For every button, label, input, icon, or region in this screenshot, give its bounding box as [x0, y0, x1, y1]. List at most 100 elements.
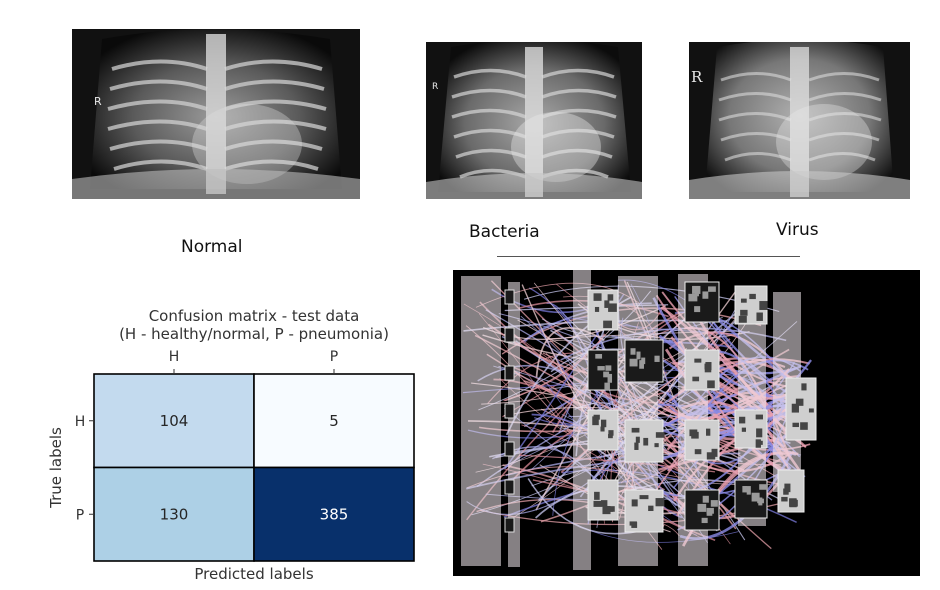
network-feature-pixel: [791, 403, 799, 413]
confusion-matrix-title-block: Confusion matrix - test data (H - health…: [94, 307, 414, 343]
xray-bacteria-image: R: [426, 42, 642, 199]
network-feature-pixel: [600, 419, 607, 428]
network-input-node: [504, 441, 515, 457]
network-feature-pixel: [608, 303, 617, 312]
network-feature-pixel: [808, 408, 814, 413]
network-feature-pixel: [739, 416, 746, 424]
network-feature-pixel: [634, 442, 639, 450]
network-feature-pixel: [756, 312, 763, 321]
network-feature-pixel: [694, 358, 702, 363]
network-feature-pixel: [740, 309, 748, 316]
network-feature-pixel: [688, 293, 698, 302]
network-feature-pixel: [694, 306, 701, 313]
xray-marker-r: R: [691, 68, 703, 86]
caption-divider-line: [497, 256, 800, 257]
network-feature-pixel: [740, 298, 747, 303]
network-layer-slab: [573, 270, 591, 570]
network-feature-pixel: [795, 398, 804, 406]
network-connection: [535, 326, 605, 378]
caption-bacteria: Bacteria: [469, 222, 540, 242]
network-feature-pixel: [630, 348, 636, 355]
xray-marker-r: R: [94, 95, 102, 108]
network-feature-pixel: [759, 484, 768, 490]
cell-value-label: 5: [329, 412, 339, 430]
caption-virus: Virus: [776, 220, 819, 240]
neural-network-visualization: [453, 270, 920, 576]
xray-normal-image: R: [72, 29, 360, 199]
network-feature-pixel: [755, 439, 761, 448]
network-feature-pixel: [603, 320, 612, 329]
network-feature-pixel: [635, 436, 640, 443]
network-feature-pixel: [594, 491, 600, 500]
heatmap-cell: [253, 373, 415, 469]
confusion-matrix-svg: 104 5 130 385 H P H P Predicted labels True label…: [47, 349, 415, 583]
y-axis-label: True labels: [47, 427, 65, 509]
network-feature-pixel: [702, 291, 709, 299]
network-feature-pixel: [654, 355, 660, 362]
network-input-node: [504, 403, 515, 419]
network-feature-pixel: [756, 428, 763, 438]
network-feature-pixel: [801, 383, 807, 391]
heatmap-cell: [253, 466, 415, 562]
network-feature-pixel: [608, 430, 614, 436]
network-feature-pixel: [706, 452, 716, 460]
network-feature-pixel: [605, 365, 612, 371]
network-feature-pixel: [631, 427, 640, 433]
y-tick-label: H: [75, 414, 86, 430]
caption-normal: Normal: [181, 237, 243, 257]
network-feature-pixel: [594, 306, 600, 312]
cell-value-label: 104: [160, 412, 189, 430]
neural-network-svg: [461, 270, 817, 570]
network-feature-pixel: [746, 486, 751, 495]
network-feature-pixel: [631, 499, 638, 507]
network-feature-pixel: [759, 301, 768, 310]
network-feature-pixel: [741, 427, 747, 432]
network-feature-pixel: [603, 371, 610, 378]
network-feature-pixel: [639, 495, 649, 500]
network-feature-pixel: [692, 376, 700, 382]
network-connection: [531, 451, 688, 487]
network-feature-pixel: [755, 414, 763, 420]
network-feature-pixel: [789, 498, 797, 508]
network-input-node: [504, 327, 515, 343]
x-tick-label: P: [330, 349, 338, 365]
network-feature-pixel: [592, 416, 599, 426]
network-feature-pixel: [605, 507, 613, 512]
network-layer-slab: [461, 276, 501, 566]
xray-marker-r: R: [432, 82, 439, 92]
network-feature-pixel: [757, 498, 764, 504]
network-feature-pixel: [784, 483, 791, 493]
cell-value-label: 130: [160, 505, 189, 523]
network-feature-pixel: [604, 382, 610, 390]
network-input-node: [504, 517, 515, 533]
network-feature-pixel: [600, 500, 608, 507]
network-input-node: [504, 289, 515, 305]
network-feature-pixel: [707, 380, 715, 389]
network-feature-pixel: [705, 362, 712, 371]
network-feature-pixel: [694, 449, 702, 455]
network-feature-pixel: [604, 300, 610, 308]
network-layer-slab: [508, 282, 520, 567]
network-feature-pixel: [593, 500, 602, 507]
network-feature-pixel: [641, 357, 646, 365]
network-input-node: [504, 479, 515, 495]
network-feature-pixel: [706, 507, 714, 514]
network-feature-pixel: [738, 315, 747, 323]
network-input-node: [504, 365, 515, 381]
network-feature-pixel: [597, 366, 605, 371]
x-tick-label: H: [169, 349, 180, 365]
network-feature-pixel: [654, 443, 659, 448]
y-tick-label: P: [76, 507, 84, 523]
cell-value-label: 385: [320, 505, 349, 523]
network-feature-pixel: [629, 358, 638, 367]
network-feature-pixel: [648, 505, 654, 512]
network-feature-pixel: [710, 500, 718, 507]
heatmap-cell: [93, 466, 255, 562]
network-feature-pixel: [639, 360, 644, 369]
network-feature-pixel: [742, 486, 747, 493]
network-feature-pixel: [600, 426, 605, 432]
xray-virus-image: R: [689, 42, 910, 199]
network-feature-pixel: [800, 422, 808, 430]
confusion-matrix-subtitle: (H - healthy/normal, P - pneumonia): [119, 325, 389, 343]
heatmap-cell: [93, 373, 255, 469]
